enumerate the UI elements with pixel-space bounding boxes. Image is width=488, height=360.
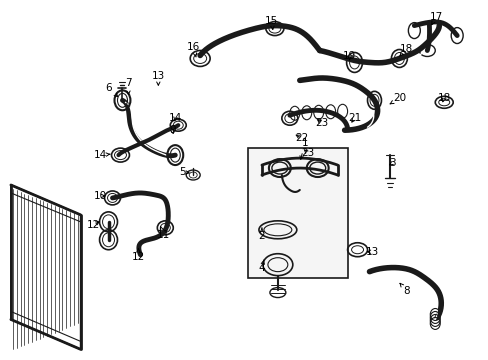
Text: 18: 18 <box>399 44 412 56</box>
Text: 1: 1 <box>299 138 307 159</box>
Text: 20: 20 <box>389 93 405 104</box>
Text: 12: 12 <box>87 220 100 230</box>
Text: 15: 15 <box>264 15 278 30</box>
Text: 10: 10 <box>94 191 107 201</box>
Text: 6: 6 <box>105 84 118 96</box>
Text: 11: 11 <box>156 227 170 240</box>
Text: 18: 18 <box>437 93 450 103</box>
Text: 14: 14 <box>168 113 182 123</box>
Text: 23: 23 <box>314 118 327 128</box>
Text: 16: 16 <box>186 41 200 57</box>
Text: 22: 22 <box>295 133 308 143</box>
Bar <box>247 148 347 278</box>
Text: 7: 7 <box>125 78 131 94</box>
Text: 9: 9 <box>169 125 175 135</box>
Text: 3: 3 <box>388 158 395 168</box>
Text: 17: 17 <box>429 12 442 25</box>
Text: 13: 13 <box>151 71 164 85</box>
Text: 12: 12 <box>132 249 145 262</box>
Text: 13: 13 <box>365 247 378 257</box>
Text: 21: 21 <box>347 113 361 123</box>
Text: 4: 4 <box>258 260 264 273</box>
Text: 5: 5 <box>179 167 189 177</box>
Text: 14: 14 <box>94 150 110 160</box>
Text: 19: 19 <box>342 51 355 62</box>
Text: 8: 8 <box>399 283 409 296</box>
Text: 2: 2 <box>258 228 264 241</box>
Text: 23: 23 <box>301 148 314 158</box>
